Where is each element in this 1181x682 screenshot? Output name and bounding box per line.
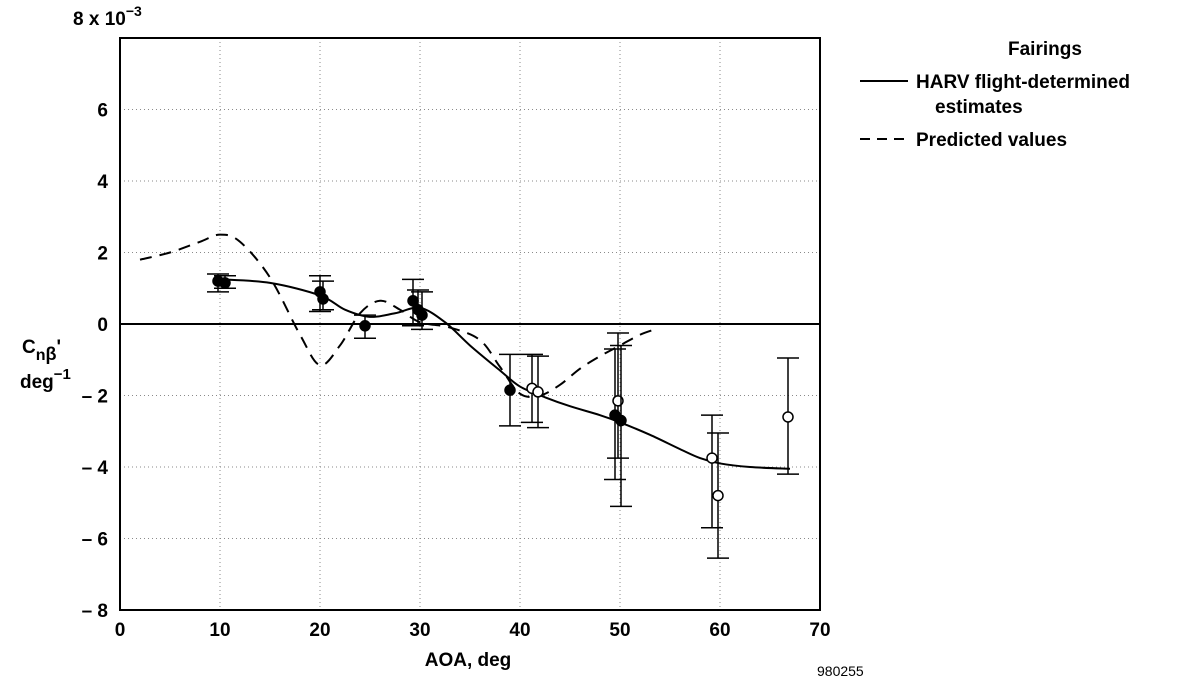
estimate-marker [782,411,794,423]
legend-label-harv: HARV flight-determined [916,72,1130,93]
legend-title: Fairings [1008,39,1082,60]
estimate-point [411,291,433,331]
estimate-marker [219,277,231,289]
x-tick-label: 50 [609,620,630,641]
harv-estimates-line [219,278,791,470]
x-tick-label: 40 [509,620,530,641]
legend-label-harv-line2: estimates [935,97,1023,118]
svg-text:Cnβ': Cnβ' [22,337,61,364]
x-axis-title: AOA, deg [425,650,512,671]
y-multiplier: 8 x 10−3 [73,3,142,30]
estimate-point [402,278,424,327]
estimate-marker [359,320,371,332]
x-tick-label: 10 [209,620,230,641]
x-tick-label: 70 [809,620,830,641]
estimate-marker [532,386,544,398]
x-tick-label: 30 [409,620,430,641]
estimate-point [604,348,626,481]
estimate-point [701,414,723,529]
estimate-marker [712,489,724,502]
y-axis-title: Cnβ' deg−1 [20,337,71,393]
estimate-markers [207,273,799,559]
x-tick-label: 60 [709,620,730,641]
estimate-marker [615,414,627,427]
y-tick-label: 6 [97,101,108,122]
estimate-marker [416,309,428,321]
y-tick-label: – 4 [82,458,109,479]
estimate-point [214,274,236,289]
estimate-marker [317,293,329,305]
y-tick-label: 0 [97,315,108,336]
y-tick-label: 4 [97,172,108,193]
estimate-marker [504,384,516,396]
estimate-point [521,353,543,424]
y-tick-label: 2 [97,244,108,265]
legend-label-predicted: Predicted values [916,130,1067,151]
estimate-point [354,314,376,340]
x-tick-label: 0 [115,620,126,641]
estimate-marker [706,452,718,464]
legend: Fairings HARV flight-determined estimate… [860,39,1130,151]
estimate-point [707,432,729,559]
estimate-point [607,332,629,459]
x-tick-label: 20 [309,620,330,641]
svg-text:deg−1: deg−1 [20,366,71,393]
estimate-point [312,280,334,311]
estimate-point [777,357,799,475]
estimate-point [499,353,521,427]
predicted-values-line [139,233,656,398]
figure-id: 980255 [817,663,864,679]
estimate-point [610,344,632,508]
y-tick-label: – 8 [82,601,108,622]
series-layer [139,233,791,470]
estimate-point [527,355,549,429]
y-tick-label: – 6 [82,530,108,551]
y-tick-label: – 2 [82,387,108,408]
grid-lines [120,38,820,610]
